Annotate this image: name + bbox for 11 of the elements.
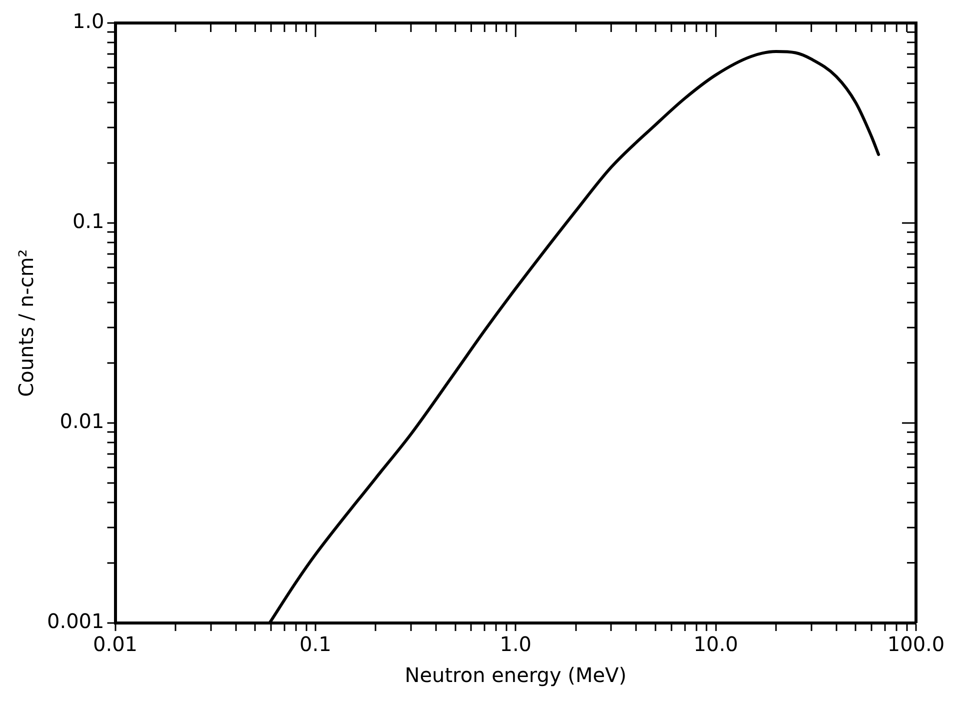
y-axis-title: Counts / n-cm² (14, 249, 38, 397)
x-tick-label: 100.0 (887, 632, 945, 656)
y-tick-label: 0.1 (72, 209, 104, 234)
x-tick-label: 10.0 (694, 632, 738, 656)
y-tick-label: 0.01 (60, 409, 104, 434)
x-tick-label: 1.0 (500, 632, 532, 656)
y-tick-label: 0.001 (46, 609, 104, 634)
x-tick-label: 0.1 (300, 632, 332, 656)
x-tick-label: 0.01 (92, 632, 138, 656)
x-axis-title: Neutron energy (MeV) (404, 663, 626, 688)
y-tick-label: 1.0 (72, 9, 104, 34)
